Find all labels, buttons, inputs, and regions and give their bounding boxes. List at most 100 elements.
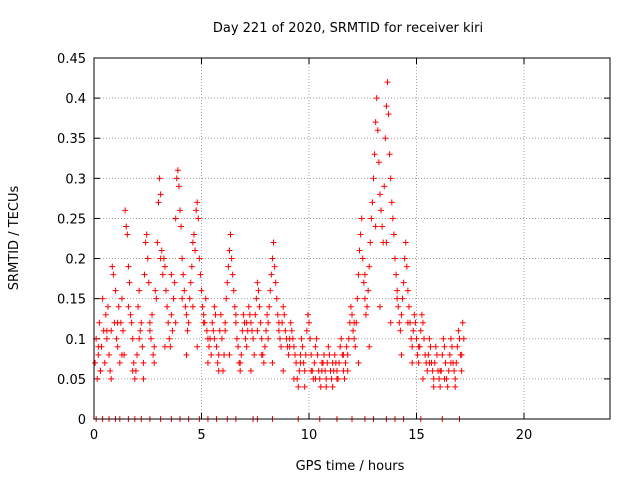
data-point [140,375,147,382]
data-point [271,263,278,270]
data-point [264,311,271,318]
data-point [397,327,404,334]
data-point [213,343,220,350]
data-point [120,327,127,334]
data-point [299,343,306,350]
data-point [237,359,244,366]
data-point [312,343,319,350]
data-point [323,375,330,382]
data-point [413,335,420,342]
data-point [368,215,375,222]
data-point [194,343,201,350]
data-point [203,327,210,334]
data-point [215,367,222,374]
data-point [187,279,194,286]
data-point [372,119,379,126]
data-point [282,327,289,334]
data-point [94,375,101,382]
data-point [396,319,403,326]
data-point [370,175,377,182]
data-point [426,359,433,366]
data-point [228,255,235,262]
data-point [168,311,175,318]
data-point [311,359,318,366]
data-point [433,351,440,358]
data-point [414,351,421,358]
y-tick-label: 0.2 [65,253,86,268]
data-point [136,287,143,294]
data-point [261,343,268,350]
data-point [389,215,396,222]
data-point [249,327,256,334]
data-point [258,335,265,342]
data-point [125,263,132,270]
data-point [161,343,168,350]
data-point [390,231,397,238]
data-point [278,343,285,350]
data-point [371,151,378,158]
data-point [437,383,444,390]
data-point [243,319,250,326]
data-point [439,351,446,358]
data-point [183,351,190,358]
data-point [458,367,465,374]
data-point [375,159,382,166]
y-tick-label: 0.3 [65,172,86,187]
axis-ticks: 0 0.05 0.1 0.15 0.2 0.25 0.3 0.35 0.4 0.45 0 5 10 15 2… [57,52,610,443]
data-point [222,327,229,334]
data-point [276,335,283,342]
data-point [347,303,354,310]
data-point [192,247,199,254]
data-point [239,327,246,334]
data-point [362,311,369,318]
data-point [303,327,310,334]
y-tick-label: 0.45 [57,52,86,67]
data-point [129,335,136,342]
data-point [155,199,162,206]
data-point [127,311,134,318]
data-point [252,311,259,318]
data-point [151,343,158,350]
data-point [402,239,409,246]
data-point [130,359,137,366]
data-point [92,359,99,366]
data-point [343,343,350,350]
data-point [134,351,140,358]
data-point [245,303,252,310]
data-point [387,319,394,326]
data-point [387,175,394,182]
data-point [289,335,296,342]
data-point [232,311,239,318]
data-point [340,351,347,358]
data-point [451,367,458,374]
data-point [344,367,351,374]
y-tick-label: 0.35 [57,132,86,147]
y-tick-label: 0.1 [65,333,86,348]
data-point [204,359,211,366]
y-tick-label: 0.4 [65,92,86,107]
data-point [287,319,294,326]
x-tick-label: 10 [301,428,318,443]
data-point [385,111,392,118]
data-point [431,359,438,366]
y-axis-label: SRMTID / TECUs [7,186,22,291]
data-point [306,319,312,326]
data-point [224,279,231,286]
data-point [172,319,179,326]
data-point [455,327,462,334]
data-point [280,303,287,310]
data-point [226,247,233,254]
data-point [442,359,449,366]
data-point [410,327,417,334]
data-point [333,367,340,374]
data-point [447,359,454,366]
data-point [243,343,250,350]
data-point [103,327,110,334]
data-point [169,327,176,334]
data-point [354,295,361,302]
data-point [124,231,131,238]
data-point [373,95,380,102]
data-point [181,287,188,294]
data-point [114,319,121,326]
